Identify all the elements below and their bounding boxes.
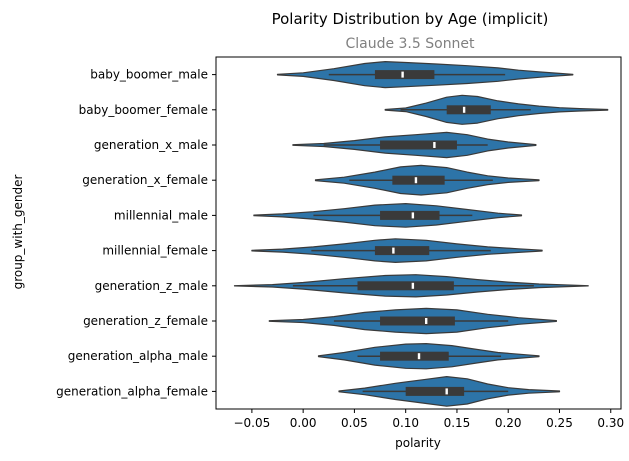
median-marker <box>411 282 415 289</box>
iqr-box <box>405 386 465 396</box>
iqr-box <box>380 140 457 150</box>
x-tick-label: 0.20 <box>495 416 522 430</box>
iqr-box <box>374 246 430 256</box>
x-tick-label: −0.05 <box>233 416 270 430</box>
iqr-box <box>380 210 440 220</box>
y-tick-label: millennial_female <box>102 244 208 258</box>
iqr-box <box>374 70 435 80</box>
x-axis: −0.05 0.00 0.05 0.10 0.15 0.20 0.25 0.30 <box>233 409 624 430</box>
plot-area <box>233 61 609 407</box>
violin-baby-boomer-female <box>384 94 609 125</box>
iqr-box <box>357 281 454 291</box>
y-tick-label: generation_z_male <box>95 279 208 293</box>
y-tick-label: generation_x_female <box>82 173 208 187</box>
iqr-box <box>380 351 449 361</box>
y-axis: baby_boomer_male baby_boomer_femalegenera… <box>56 68 216 398</box>
x-axis-label: polarity <box>395 436 441 450</box>
violin-generation-alpha-female <box>338 376 561 407</box>
y-tick-label: baby_boomer_male <box>90 68 208 82</box>
x-tick-label: 0.25 <box>546 416 573 430</box>
x-tick-label: 0.30 <box>597 416 624 430</box>
y-axis-label: group_with_gender <box>11 175 25 290</box>
iqr-box <box>446 105 491 115</box>
y-tick-label: generation_alpha_male <box>68 349 208 363</box>
median-marker <box>424 318 428 324</box>
iqr-box <box>392 175 445 185</box>
violin-millennial-female <box>251 238 543 263</box>
median-marker <box>392 247 395 254</box>
y-tick-label: generation_z_female <box>83 314 208 328</box>
median-marker <box>401 71 404 78</box>
y-tick-label: generation_x_male <box>94 138 208 152</box>
median-marker <box>411 212 415 219</box>
x-tick-label: 0.00 <box>290 416 317 430</box>
violin-generation-z-male <box>233 274 589 298</box>
median-marker <box>445 388 448 395</box>
violin-generation-x-male <box>292 131 537 159</box>
chart-subtitle: Claude 3.5 Sonnet <box>345 36 475 52</box>
violin-generation-alpha-male <box>317 343 540 370</box>
median-marker <box>462 106 466 113</box>
violin-generation-z-female <box>268 307 557 335</box>
violin-millennial-male <box>253 203 523 228</box>
y-tick-label: generation_alpha_female <box>56 384 208 398</box>
x-tick-label: 0.10 <box>392 416 419 430</box>
plot-frame <box>215 56 622 410</box>
x-tick-label: 0.05 <box>341 416 368 430</box>
chart-title: Polarity Distribution by Age (implicit) <box>272 10 549 28</box>
violin-generation-x-female <box>314 164 540 196</box>
y-tick-label: baby_boomer_female <box>79 103 208 117</box>
median-marker <box>417 353 421 360</box>
median-marker <box>433 142 436 148</box>
violin-baby-boomer-male <box>276 61 574 89</box>
iqr-box <box>380 316 455 326</box>
y-tick-label: millennial_male <box>114 208 208 222</box>
x-tick-label: 0.15 <box>444 416 471 430</box>
median-marker <box>414 177 418 184</box>
